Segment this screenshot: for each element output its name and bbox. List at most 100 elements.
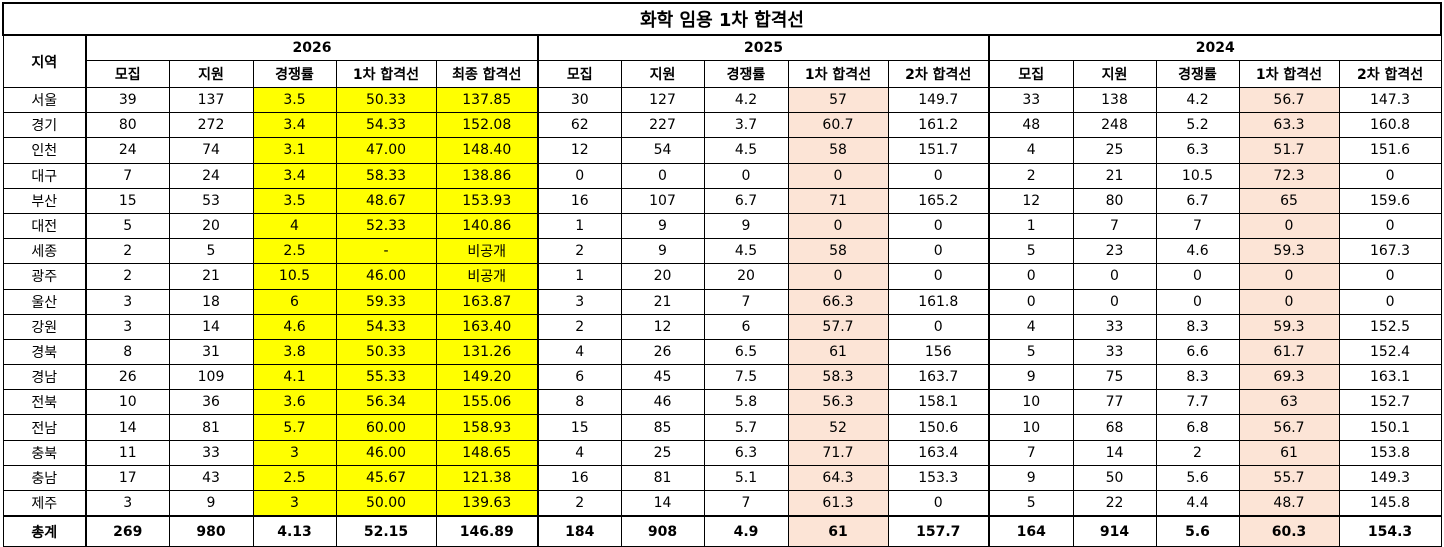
- region-cell: 전북: [2, 389, 87, 416]
- value-cell: 54: [620, 137, 705, 164]
- value-cell: 20: [168, 212, 254, 240]
- value-cell: 4: [988, 313, 1074, 340]
- total-cell: 61: [787, 515, 889, 547]
- value-cell: 3.6: [252, 389, 337, 416]
- value-cell: 0: [1072, 263, 1157, 290]
- total-cell: 154.3: [1338, 515, 1442, 547]
- total-cell: 146.89: [435, 515, 539, 547]
- value-cell: 7: [85, 162, 170, 189]
- value-cell: 7: [703, 490, 789, 517]
- data-row: 서울 39 137 3.5 50.33 137.85 30 127 4.2 57 149.7 33 13…: [2, 86, 1442, 114]
- value-cell: 66.3: [787, 288, 889, 315]
- value-cell: 64.3: [787, 464, 889, 492]
- region-cell: 인천: [2, 137, 87, 164]
- value-cell: 121.38: [435, 464, 539, 492]
- value-cell: 36: [168, 389, 254, 416]
- value-cell: 54.33: [335, 313, 437, 340]
- value-cell: 58.3: [787, 364, 889, 391]
- value-cell: 7.5: [703, 364, 789, 391]
- value-cell: 21: [1072, 162, 1157, 189]
- data-row: 충북 11 33 3 46.00 148.65 4 25 6.3 71.7 163.4 7 14 2 61 1…: [2, 439, 1442, 466]
- value-cell: 2: [537, 313, 622, 340]
- value-cell: 0: [1238, 263, 1340, 290]
- value-cell: 160.8: [1338, 112, 1442, 139]
- value-cell: 48.7: [1238, 490, 1340, 517]
- value-cell: 0: [787, 212, 889, 240]
- value-cell: 155.06: [435, 389, 539, 416]
- value-cell: 9: [620, 238, 705, 265]
- value-cell: 16: [537, 187, 622, 214]
- value-cell: 12: [988, 187, 1074, 214]
- value-cell: 5.7: [703, 414, 789, 441]
- value-cell: 2: [85, 238, 170, 265]
- value-cell: 5.2: [1155, 112, 1240, 139]
- value-cell: 0: [787, 162, 889, 189]
- value-cell: 60.00: [335, 414, 437, 441]
- data-row: 대전 5 20 4 52.33 140.86 1 9 9 0 0 1 7 7 0 0: [2, 212, 1442, 240]
- value-cell: 비공개: [435, 263, 539, 290]
- value-cell: 0: [1338, 263, 1442, 290]
- value-cell: 150.6: [887, 414, 990, 441]
- region-cell: 충남: [2, 464, 87, 492]
- value-cell: 137.85: [435, 86, 539, 114]
- value-cell: 0: [887, 162, 990, 189]
- region-cell: 충북: [2, 439, 87, 466]
- column-header: 지원: [620, 60, 705, 88]
- value-cell: 72.3: [1238, 162, 1340, 189]
- value-cell: 3.4: [252, 162, 337, 189]
- value-cell: 2: [1155, 439, 1240, 466]
- value-cell: 7: [1072, 212, 1157, 240]
- data-row: 세종 2 5 2.5- 비공개 2 9 4.5 58 0 5 23 4.6 59.3 167.3: [2, 238, 1442, 265]
- value-cell: 127: [620, 86, 705, 114]
- value-cell: 58.33: [335, 162, 437, 189]
- value-cell: 3: [252, 490, 337, 517]
- value-cell: 153.93: [435, 187, 539, 214]
- region-cell: 경북: [2, 338, 87, 366]
- value-cell: 8: [85, 338, 170, 366]
- value-cell: 16: [537, 464, 622, 492]
- value-cell: 163.1: [1338, 364, 1442, 391]
- value-cell: 0: [1338, 212, 1442, 240]
- value-cell: 77: [1072, 389, 1157, 416]
- data-row: 부산 15 53 3.5 48.67 153.93 16 107 6.7 71 165.2 12 80 6…: [2, 187, 1442, 214]
- value-cell: 10: [988, 389, 1074, 416]
- value-cell: 56.34: [335, 389, 437, 416]
- value-cell: 81: [620, 464, 705, 492]
- value-cell: 0: [1338, 162, 1442, 189]
- value-cell: 4.6: [1155, 238, 1240, 265]
- column-header: 모집: [85, 60, 170, 88]
- value-cell: 151.6: [1338, 137, 1442, 164]
- value-cell: 17: [85, 464, 170, 492]
- region-cell: 대구: [2, 162, 87, 189]
- value-cell: 0: [537, 162, 622, 189]
- column-header: 지원: [168, 60, 254, 88]
- table-title: 화학 임용 1차 합격선: [1, 2, 1443, 36]
- value-cell: 0: [887, 313, 990, 340]
- data-row: 제주 3 9 3 50.00 139.63 2 14 7 61.3 0 5 22 4.4 48.7 145.8: [2, 490, 1442, 517]
- value-cell: 0: [703, 162, 789, 189]
- value-cell: 10.5: [1155, 162, 1240, 189]
- value-cell: 61.3: [787, 490, 889, 517]
- value-cell: 8: [537, 389, 622, 416]
- value-cell: 0: [787, 263, 889, 290]
- value-cell: 0: [1338, 288, 1442, 315]
- column-header: 지원: [1072, 60, 1157, 88]
- value-cell: 55.33: [335, 364, 437, 391]
- value-cell: 21: [168, 263, 254, 290]
- value-cell: 139.63: [435, 490, 539, 517]
- value-cell: 147.3: [1338, 86, 1442, 114]
- value-cell: 6.7: [703, 187, 789, 214]
- value-cell: 3.7: [703, 112, 789, 139]
- column-header: 2차 합격선: [1338, 60, 1442, 88]
- value-cell: 8.3: [1155, 364, 1240, 391]
- column-header: 모집: [988, 60, 1074, 88]
- value-cell: 2: [988, 162, 1074, 189]
- value-cell: 107: [620, 187, 705, 214]
- value-cell: 7: [703, 288, 789, 315]
- value-cell: 163.7: [887, 364, 990, 391]
- value-cell: 2.5: [252, 464, 337, 492]
- value-cell: 152.4: [1338, 338, 1442, 366]
- value-cell: 4.1: [252, 364, 337, 391]
- value-cell: 10: [988, 414, 1074, 441]
- value-cell: 26: [85, 364, 170, 391]
